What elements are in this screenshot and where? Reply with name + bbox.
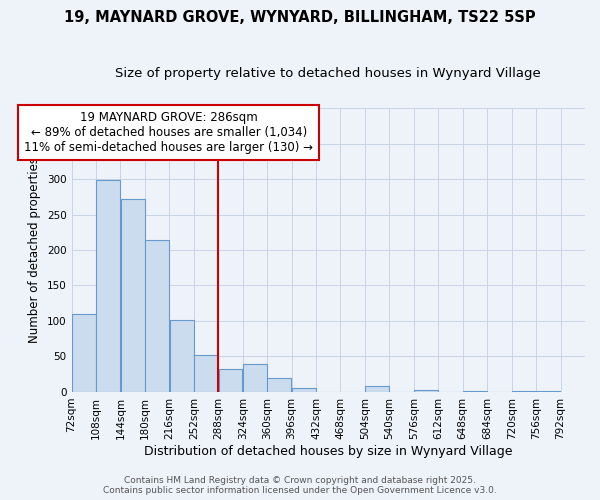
Bar (218, 368, 242, 392)
Bar (536, 390, 560, 392)
Bar (414, 390, 438, 392)
Bar (96, 180, 120, 392)
Bar (243, 364, 267, 392)
Bar (365, 386, 389, 392)
Bar (170, 320, 194, 392)
Title: Size of property relative to detached houses in Wynyard Village: Size of property relative to detached ho… (115, 68, 541, 80)
Text: Contains HM Land Registry data © Crown copyright and database right 2025.
Contai: Contains HM Land Registry data © Crown c… (103, 476, 497, 495)
Text: 19, MAYNARD GROVE, WYNYARD, BILLINGHAM, TS22 5SP: 19, MAYNARD GROVE, WYNYARD, BILLINGHAM, … (64, 10, 536, 25)
Bar (292, 388, 316, 392)
Bar (512, 391, 536, 392)
Bar (268, 378, 292, 392)
Y-axis label: Number of detached properties: Number of detached properties (28, 157, 41, 343)
Bar (463, 390, 487, 392)
X-axis label: Distribution of detached houses by size in Wynyard Village: Distribution of detached houses by size … (144, 444, 512, 458)
Text: 19 MAYNARD GROVE: 286sqm
← 89% of detached houses are smaller (1,034)
11% of sem: 19 MAYNARD GROVE: 286sqm ← 89% of detach… (24, 111, 313, 154)
Bar (72, 314, 96, 392)
Bar (194, 355, 218, 392)
Bar (121, 199, 145, 392)
Bar (145, 240, 169, 392)
